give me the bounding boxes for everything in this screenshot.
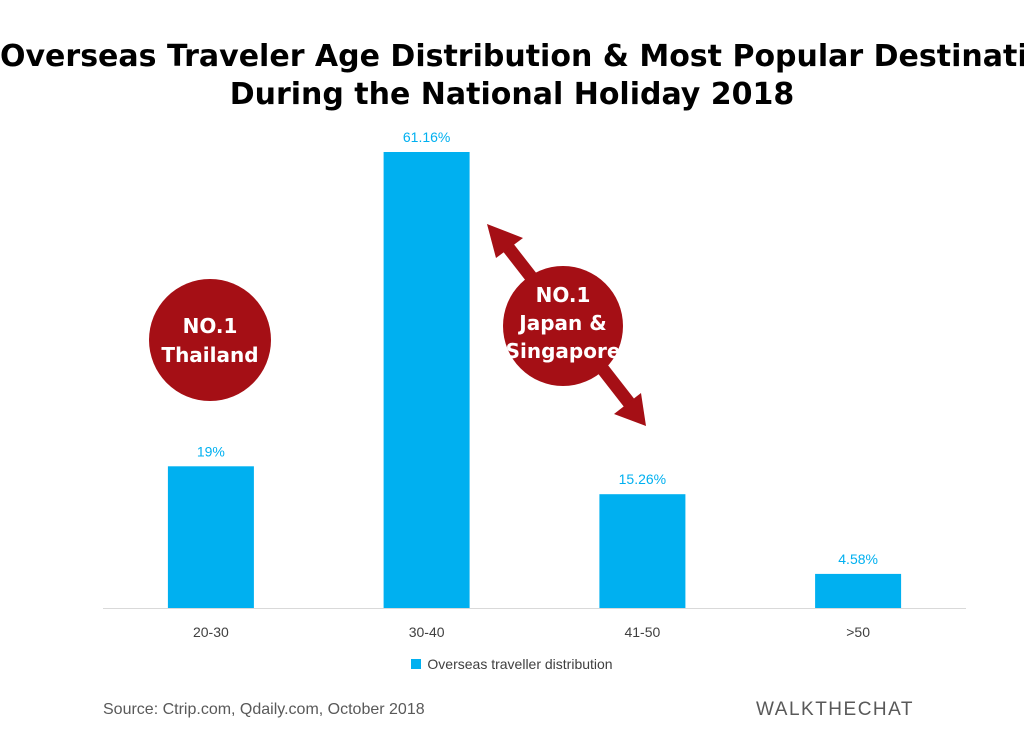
arrow-head-down-icon xyxy=(614,393,646,426)
x-tick-label-41-50: 41-50 xyxy=(624,624,660,640)
annotation-japan-line-3: Singapore xyxy=(506,339,621,363)
x-tick-label->50: >50 xyxy=(846,624,870,640)
chart-title-line-2: During the National Holiday 2018 xyxy=(229,77,795,112)
chart-title: Overseas Traveler Age Distribution & Mos… xyxy=(0,38,1024,114)
source-note: Source: Ctrip.com, Qdaily.com, October 2… xyxy=(103,701,425,718)
legend-label: Overseas traveller distribution xyxy=(427,656,613,672)
annotation-japan-line-2: Japan & xyxy=(517,311,606,335)
x-tick-label-20-30: 20-30 xyxy=(193,624,229,640)
legend: Overseas traveller distribution xyxy=(0,656,1024,672)
annotation-thailand: NO.1 Thailand xyxy=(149,279,271,401)
annotation-japan-singapore: NO.1 Japan & Singapore xyxy=(487,224,646,426)
data-label-20-30: 19% xyxy=(197,443,225,459)
brand-logo: WALKTHECHAT xyxy=(756,699,914,720)
bar-30-40 xyxy=(383,152,470,608)
annotation-thailand-line-2: Thailand xyxy=(161,343,258,367)
annotation-circle-japan-singapore xyxy=(503,266,623,386)
bar-41-50 xyxy=(599,494,686,608)
arrow-head-up-icon xyxy=(487,224,523,258)
bar-20-30 xyxy=(167,466,254,608)
chart-title-line-1: Overseas Traveler Age Distribution & Mos… xyxy=(0,39,1024,74)
annotation-japan-line-1: NO.1 xyxy=(536,283,591,307)
legend-swatch xyxy=(411,659,422,669)
x-tick-label-30-40: 30-40 xyxy=(409,624,445,640)
annotation-thailand-line-1: NO.1 xyxy=(183,314,238,338)
bar->50 xyxy=(815,573,902,608)
data-label-41-50: 15.26% xyxy=(619,471,666,487)
data-label-30-40: 61.16% xyxy=(403,129,450,145)
annotation-circle-thailand xyxy=(149,279,271,401)
data-label->50: 4.58% xyxy=(838,551,878,567)
